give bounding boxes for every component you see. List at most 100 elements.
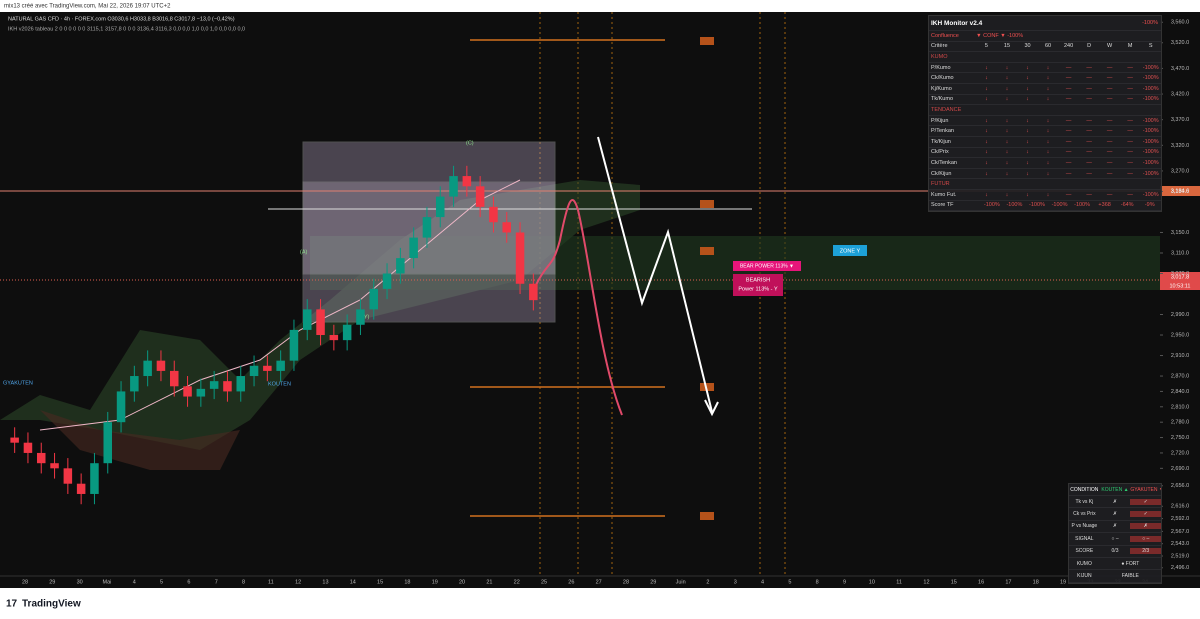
x-tick-label: 12 [295,579,301,585]
monitor-row: Ck/Kumo ↓ ↓ ↓ ↓ — — — — -100% [929,73,1161,84]
cell: — [1127,117,1133,124]
candle-body [263,365,272,371]
cell: ↓ [1026,64,1029,71]
candle-body [276,360,285,371]
target-lines [470,39,665,517]
monitor-total: -100% [1142,20,1158,26]
cell: ✓ [1130,511,1162,518]
monitor-row: P/Kijun ↓ ↓ ↓ ↓ — — — — -100% [929,116,1161,127]
cell: — [1127,75,1133,82]
x-tick-label: 2 [706,579,709,585]
cell: FAIBLE [1121,573,1139,580]
monitor-row: Kumo Fut. ↓ ↓ ↓ ↓ — — — — -100% [929,190,1161,201]
cell: SCORE [1075,548,1094,555]
cell: ↓ [1026,170,1029,177]
cell: — [1106,149,1113,156]
monitor-row: P/Kumo ↓ ↓ ↓ ↓ — — — — -100% [929,63,1161,74]
cell: — [1127,191,1133,198]
x-tick-label: 5 [788,579,791,585]
x-tick-label: 16 [978,579,984,585]
cell: ↓ [1026,96,1029,103]
projection-arrow [704,399,719,417]
cell: P vs Nuage [1071,523,1098,530]
cell: ↓ [1005,149,1009,156]
x-tick-label: 27 [596,579,602,585]
bear-power-label [733,261,801,271]
cell: -100% [1142,128,1159,135]
cell: 0/3 [1111,548,1119,555]
cell: — [1106,64,1113,71]
cell: -100% [983,202,1000,209]
brand-logo: 17 [6,599,18,610]
x-tick-label: 28 [22,579,28,585]
monitor-header: IKH Monitor v2.4 -100% [929,16,1161,31]
kouten-label: KOUTEN [268,381,291,387]
cell: ↓ [985,128,988,135]
column-header: W [1107,43,1113,50]
candle-body [422,217,432,238]
indicator-line: IKH v2026 tableau 2 0 0 0 0 0 0 3115,1 3… [8,26,245,32]
cell: -100% [1142,170,1159,177]
conditions-row: KIJUN FAIBLE [1069,570,1161,583]
price-tag [1160,186,1200,196]
x-tick-label: 20 [459,579,465,585]
monitor-row: Ck/Kijun ↓ ↓ ↓ ↓ — — — — -100% [929,169,1161,180]
candle-body [502,222,512,233]
candle-body [302,309,312,330]
candle-body [169,370,179,387]
y-tick-label: 2,690.0 [1171,466,1189,472]
cell: ↓ [1026,159,1029,166]
column-header: D [1087,43,1092,50]
conditions-header: CONDITION KOUTEN ▲ GYAKUTEN ▼ [1069,484,1161,496]
cell: Tk vs Kj [1075,498,1094,505]
candle-body [489,206,498,223]
row-label: Ck/Kijun [931,170,952,177]
cell: -100% [1051,202,1068,209]
cell: — [1127,85,1133,92]
cell: — [1086,159,1092,166]
cell: — [1065,64,1072,71]
candle-body [183,386,192,397]
cell: — [1086,170,1092,177]
x-tick-label: 22 [514,579,520,585]
candle-body [130,376,139,392]
candle-body [209,381,219,389]
cell: ↓ [985,85,988,92]
y-tick-label: 2,720.0 [1171,450,1189,456]
cell: ↓ [1046,75,1050,82]
candle-body [462,176,472,187]
cell: — [1086,191,1092,198]
cell: — [1065,117,1072,124]
cell: — [1065,170,1072,177]
cell: ↓ [1046,170,1050,177]
gyakuten-label: GYAKUTEN [3,380,33,386]
row-label: Tk/Kijun [931,138,951,145]
column-header: Critère [931,43,948,50]
cell: -100% [1142,96,1159,103]
cell: — [1065,138,1072,145]
cell: — [1127,170,1133,177]
cell: ↓ [1046,96,1050,103]
cell: — [1065,191,1072,198]
cell: ↓ [1026,75,1029,82]
y-tick-label: 3,520.0 [1171,40,1189,46]
row-label: P/Kumo [931,64,951,71]
cell: — [1086,85,1092,92]
candle-body [396,258,405,274]
cell: ↓ [1046,117,1050,124]
cell: ○ – [1111,535,1119,542]
cell: -100% [1142,138,1159,145]
row-label: Ck/Tenkan [931,159,957,166]
cell: ↓ [1005,64,1009,71]
y-tick-label: 2,616.0 [1171,504,1189,510]
monitor-row: Score TF -100% -100% -100% -100% -100% +368 -64… [929,201,1161,212]
cell: ↓ [1005,191,1009,198]
candle-body [249,365,259,377]
y-tick-label: 3,320.0 [1171,143,1189,149]
candle-body [409,237,418,259]
cell: ↓ [1026,128,1029,135]
x-tick-label: 18 [1033,579,1039,585]
cell: ↓ [1026,138,1029,145]
monitor-row: Kj/Kumo ↓ ↓ ↓ ↓ — — — — -100% [929,84,1161,95]
cell: — [1127,64,1133,71]
